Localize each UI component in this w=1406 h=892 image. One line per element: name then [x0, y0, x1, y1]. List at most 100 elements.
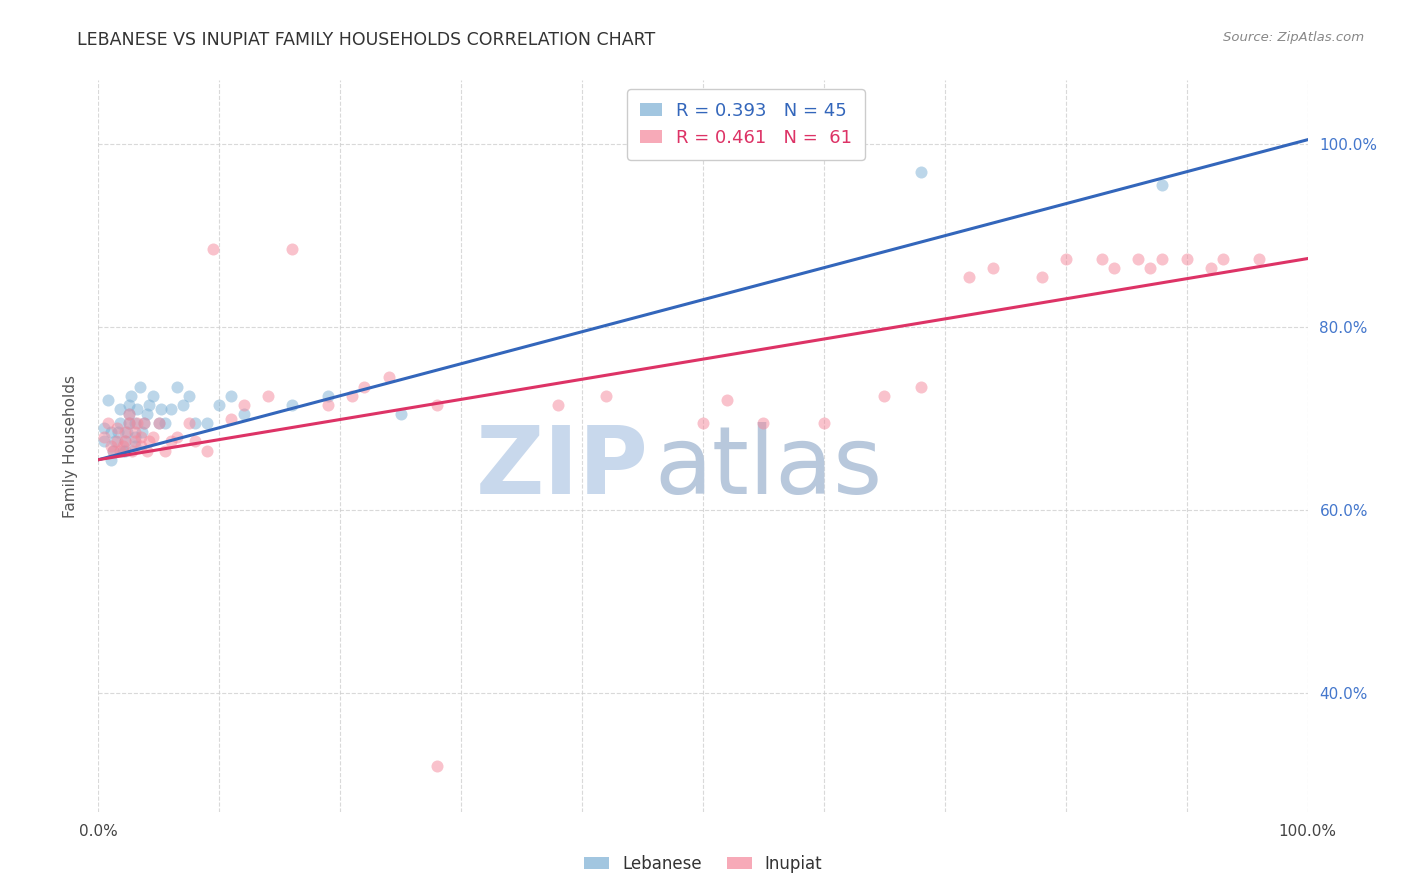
Point: [232, 398, 254, 412]
Point: [221, 411, 243, 425]
Point: [150, 402, 173, 417]
Point: [184, 416, 207, 430]
Point: [142, 430, 165, 444]
Point: [148, 416, 170, 430]
Point: [426, 759, 449, 773]
Point: [118, 407, 141, 421]
Point: [111, 439, 134, 453]
Point: [1139, 260, 1161, 275]
Point: [108, 443, 131, 458]
Point: [100, 452, 122, 467]
Point: [1031, 269, 1053, 284]
Point: [114, 443, 136, 458]
Point: [97, 393, 120, 408]
Point: [1054, 252, 1077, 266]
Point: [1249, 252, 1271, 266]
Legend: R = 0.393   N = 45, R = 0.461   N =  61: R = 0.393 N = 45, R = 0.461 N = 61: [627, 89, 865, 160]
Point: [166, 379, 188, 393]
Point: [316, 398, 339, 412]
Point: [426, 398, 449, 412]
Point: [101, 443, 124, 458]
Text: Source: ZipAtlas.com: Source: ZipAtlas.com: [1223, 31, 1364, 45]
Point: [1091, 252, 1114, 266]
Text: ZIP: ZIP: [475, 422, 648, 514]
Point: [142, 389, 165, 403]
Point: [1152, 252, 1174, 266]
Point: [124, 439, 146, 453]
Point: [127, 402, 149, 417]
Point: [1128, 252, 1150, 266]
Point: [1175, 252, 1198, 266]
Point: [389, 407, 412, 421]
Point: [128, 379, 150, 393]
Point: [172, 398, 194, 412]
Point: [342, 389, 364, 403]
Point: [93, 421, 115, 435]
Point: [108, 402, 131, 417]
Point: [692, 416, 714, 430]
Point: [716, 393, 738, 408]
Point: [148, 416, 170, 430]
Point: [179, 416, 201, 430]
Point: [221, 389, 243, 403]
Point: [981, 260, 1004, 275]
Point: [1199, 260, 1222, 275]
Point: [105, 421, 128, 435]
Point: [120, 389, 142, 403]
Point: [118, 416, 141, 430]
Point: [208, 398, 231, 412]
Point: [127, 416, 149, 430]
Point: [105, 434, 128, 449]
Point: [114, 434, 136, 449]
Point: [104, 434, 127, 449]
Point: [957, 269, 980, 284]
Point: [124, 430, 146, 444]
Point: [93, 430, 115, 444]
Point: [1152, 178, 1174, 193]
Point: [179, 389, 201, 403]
Point: [138, 398, 160, 412]
Point: [114, 425, 136, 440]
Point: [547, 398, 569, 412]
Point: [184, 434, 207, 449]
Point: [1102, 260, 1125, 275]
Point: [135, 407, 157, 421]
Point: [135, 443, 157, 458]
Point: [100, 439, 122, 453]
Point: [160, 434, 183, 449]
Y-axis label: Family Households: Family Households: [63, 375, 77, 517]
Point: [134, 416, 156, 430]
Point: [101, 443, 124, 458]
Point: [114, 434, 136, 449]
Point: [124, 425, 146, 440]
Point: [281, 243, 304, 257]
Point: [124, 416, 146, 430]
Point: [195, 416, 218, 430]
Point: [316, 389, 339, 403]
Point: [377, 370, 399, 384]
Point: [160, 402, 183, 417]
Point: [873, 389, 896, 403]
Point: [910, 164, 932, 178]
Point: [118, 416, 141, 430]
Point: [1212, 252, 1234, 266]
Point: [131, 425, 153, 440]
Text: LEBANESE VS INUPIAT FAMILY HOUSEHOLDS CORRELATION CHART: LEBANESE VS INUPIAT FAMILY HOUSEHOLDS CO…: [77, 31, 655, 49]
Point: [134, 416, 156, 430]
Point: [111, 443, 134, 458]
Point: [195, 443, 218, 458]
Point: [153, 443, 176, 458]
Point: [118, 407, 141, 421]
Point: [153, 416, 176, 430]
Point: [281, 398, 304, 412]
Point: [117, 425, 139, 440]
Point: [100, 425, 122, 440]
Point: [108, 416, 131, 430]
Point: [138, 434, 160, 449]
Point: [129, 439, 152, 453]
Point: [232, 407, 254, 421]
Legend: Lebanese, Inupiat: Lebanese, Inupiat: [576, 848, 830, 880]
Point: [595, 389, 617, 403]
Point: [121, 443, 143, 458]
Point: [256, 389, 278, 403]
